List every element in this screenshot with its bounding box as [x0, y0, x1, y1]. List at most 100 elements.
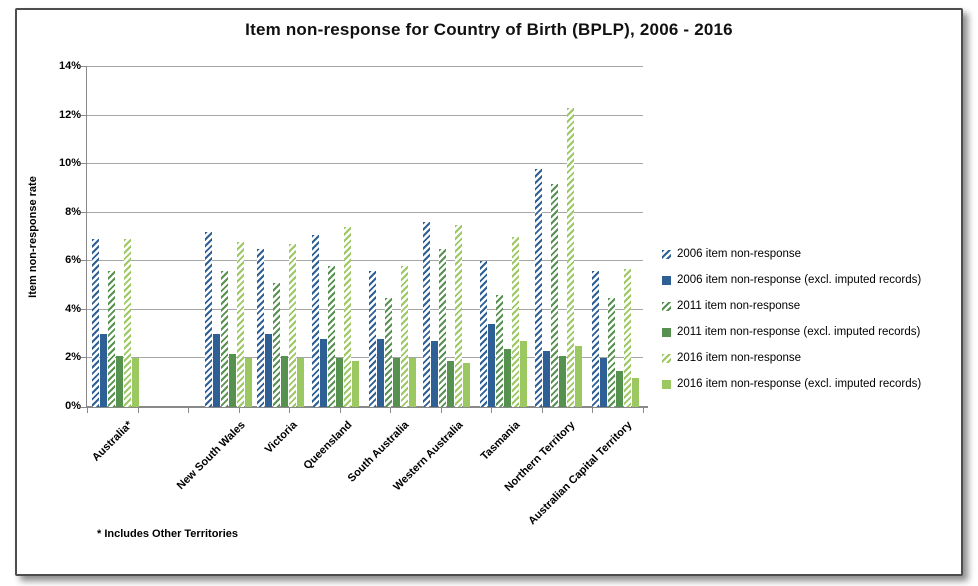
- x-tick-mark: [592, 407, 593, 413]
- y-axis-line: [86, 67, 87, 407]
- x-axis-label-new-south-wales: New South Wales: [174, 419, 248, 493]
- x-tick-mark: [87, 407, 88, 413]
- legend-label: 2006 item non-response (excl. imputed re…: [677, 274, 922, 286]
- legend-swatch-icon: [662, 301, 671, 311]
- bar-new-south-wales-series-5: [245, 358, 252, 407]
- chart-frame: Item non-response for Country of Birth (…: [15, 8, 963, 576]
- bar-queensland-series-4: [344, 227, 351, 407]
- bar-queensland-series-3: [336, 358, 343, 407]
- bar-queensland-series-1: [320, 339, 327, 407]
- y-tick-mark: [81, 211, 87, 213]
- legend-item-2: 2011 item non-response: [662, 293, 921, 319]
- bar-australian-capital-territory-series-1: [600, 358, 607, 407]
- x-axis-labels: Australia* New South Wales Victoria Queensl…: [87, 413, 643, 543]
- x-axis-label-australia-: Australia*: [89, 419, 135, 464]
- bar-tasmania-series-1: [488, 324, 495, 407]
- bar-western-australia-series-2: [439, 249, 446, 407]
- bar-northern-territory-series-1: [543, 351, 550, 407]
- bar-victoria-series-5: [297, 358, 304, 407]
- legend-item-0: 2006 item non-response: [662, 241, 921, 267]
- bar-australia--series-5: [132, 358, 139, 407]
- bar-tasmania-series-3: [504, 349, 511, 407]
- bar-northern-territory-series-3: [559, 356, 566, 407]
- bar-northern-territory-series-0: [535, 169, 542, 407]
- legend-swatch-icon: [662, 249, 671, 259]
- x-tick-mark: [390, 407, 391, 413]
- legend-swatch-icon: [662, 275, 671, 285]
- bar-western-australia-series-5: [463, 363, 470, 407]
- y-axis-title: Item non-response rate: [27, 176, 40, 298]
- bar-new-south-wales-series-3: [229, 354, 236, 407]
- bar-victoria-series-1: [265, 334, 272, 407]
- gridline-8%: [87, 211, 643, 213]
- bar-australia--series-2: [108, 271, 115, 407]
- legend-label: 2006 item non-response: [677, 248, 802, 260]
- gridline-12%: [87, 114, 643, 116]
- y-tick-mark: [81, 308, 87, 310]
- bar-northern-territory-series-5: [575, 346, 582, 407]
- legend-item-4: 2016 item non-response: [662, 345, 921, 371]
- x-axis-label-australian-capital-territory: Australian Capital Territory: [526, 419, 635, 528]
- bar-tasmania-series-2: [496, 295, 503, 407]
- bar-victoria-series-3: [281, 356, 288, 407]
- bar-south-australia-series-5: [409, 358, 416, 407]
- y-tick-label: 4%: [65, 302, 81, 315]
- legend-label: 2016 item non-response (excl. imputed re…: [677, 378, 922, 390]
- bar-south-australia-series-2: [385, 298, 392, 407]
- legend-swatch-icon: [662, 379, 671, 389]
- x-tick-mark: [239, 407, 240, 413]
- bar-victoria-series-2: [273, 283, 280, 407]
- bar-australia--series-3: [116, 356, 123, 407]
- bar-northern-territory-series-2: [551, 184, 558, 407]
- bar-tasmania-series-0: [480, 261, 487, 407]
- x-tick-mark: [542, 407, 543, 413]
- legend-item-1: 2006 item non-response (excl. imputed re…: [662, 267, 921, 293]
- x-axis-label-victoria: Victoria: [262, 419, 300, 456]
- x-axis-label-queensland: Queensland: [301, 419, 355, 473]
- bar-queensland-series-2: [328, 266, 335, 407]
- x-tick-mark: [643, 407, 644, 413]
- y-tick-label: 2%: [65, 351, 81, 364]
- bar-new-south-wales-series-1: [213, 334, 220, 407]
- bar-south-australia-series-0: [369, 271, 376, 407]
- legend-label: 2011 item non-response (excl. imputed re…: [677, 326, 921, 338]
- gridline-14%: [87, 66, 643, 67]
- plot-area: 0% 2% 4% 6% 8% 10% 12% 14%: [59, 60, 648, 413]
- gridline-4%: [87, 308, 643, 310]
- bar-australia--series-0: [92, 239, 99, 407]
- bar-tasmania-series-4: [512, 237, 519, 407]
- y-tick-mark: [81, 357, 87, 359]
- x-tick-mark: [340, 407, 341, 413]
- gridline-6%: [87, 260, 643, 262]
- bar-australian-capital-territory-series-0: [592, 271, 599, 407]
- bar-australian-capital-territory-series-5: [632, 378, 639, 407]
- x-axis-label-tasmania: Tasmania: [478, 419, 523, 463]
- bar-western-australia-series-0: [423, 222, 430, 407]
- y-tick-mark: [81, 260, 87, 262]
- bar-south-australia-series-1: [377, 339, 384, 407]
- x-tick-mark: [441, 407, 442, 413]
- bar-south-australia-series-4: [401, 266, 408, 407]
- x-tick-mark: [188, 407, 189, 413]
- gridline-10%: [87, 163, 643, 165]
- y-tick-label: 14%: [58, 60, 81, 72]
- legend: 2006 item non-response 2006 item non-resp…: [662, 241, 921, 397]
- legend-swatch-icon: [662, 327, 671, 337]
- y-tick-mark: [81, 407, 87, 408]
- legend-item-5: 2016 item non-response (excl. imputed re…: [662, 371, 921, 397]
- gridline-2%: [87, 357, 643, 359]
- bar-western-australia-series-1: [431, 341, 438, 407]
- bar-new-south-wales-series-0: [205, 232, 212, 407]
- bar-western-australia-series-4: [455, 225, 462, 407]
- bar-australia--series-4: [124, 239, 131, 407]
- bar-victoria-series-0: [257, 249, 264, 407]
- chart-title: Item non-response for Country of Birth (…: [245, 20, 733, 39]
- y-tick-mark: [81, 66, 87, 67]
- y-axis-title-container: Item non-response rate: [25, 67, 41, 407]
- y-tick-label: 0%: [65, 400, 81, 412]
- y-tick-label: 10%: [58, 157, 81, 170]
- bar-australian-capital-territory-series-4: [624, 269, 631, 407]
- footnote: * Includes Other Territories: [97, 528, 239, 540]
- bar-tasmania-series-5: [520, 341, 527, 407]
- y-tick-mark: [81, 114, 87, 116]
